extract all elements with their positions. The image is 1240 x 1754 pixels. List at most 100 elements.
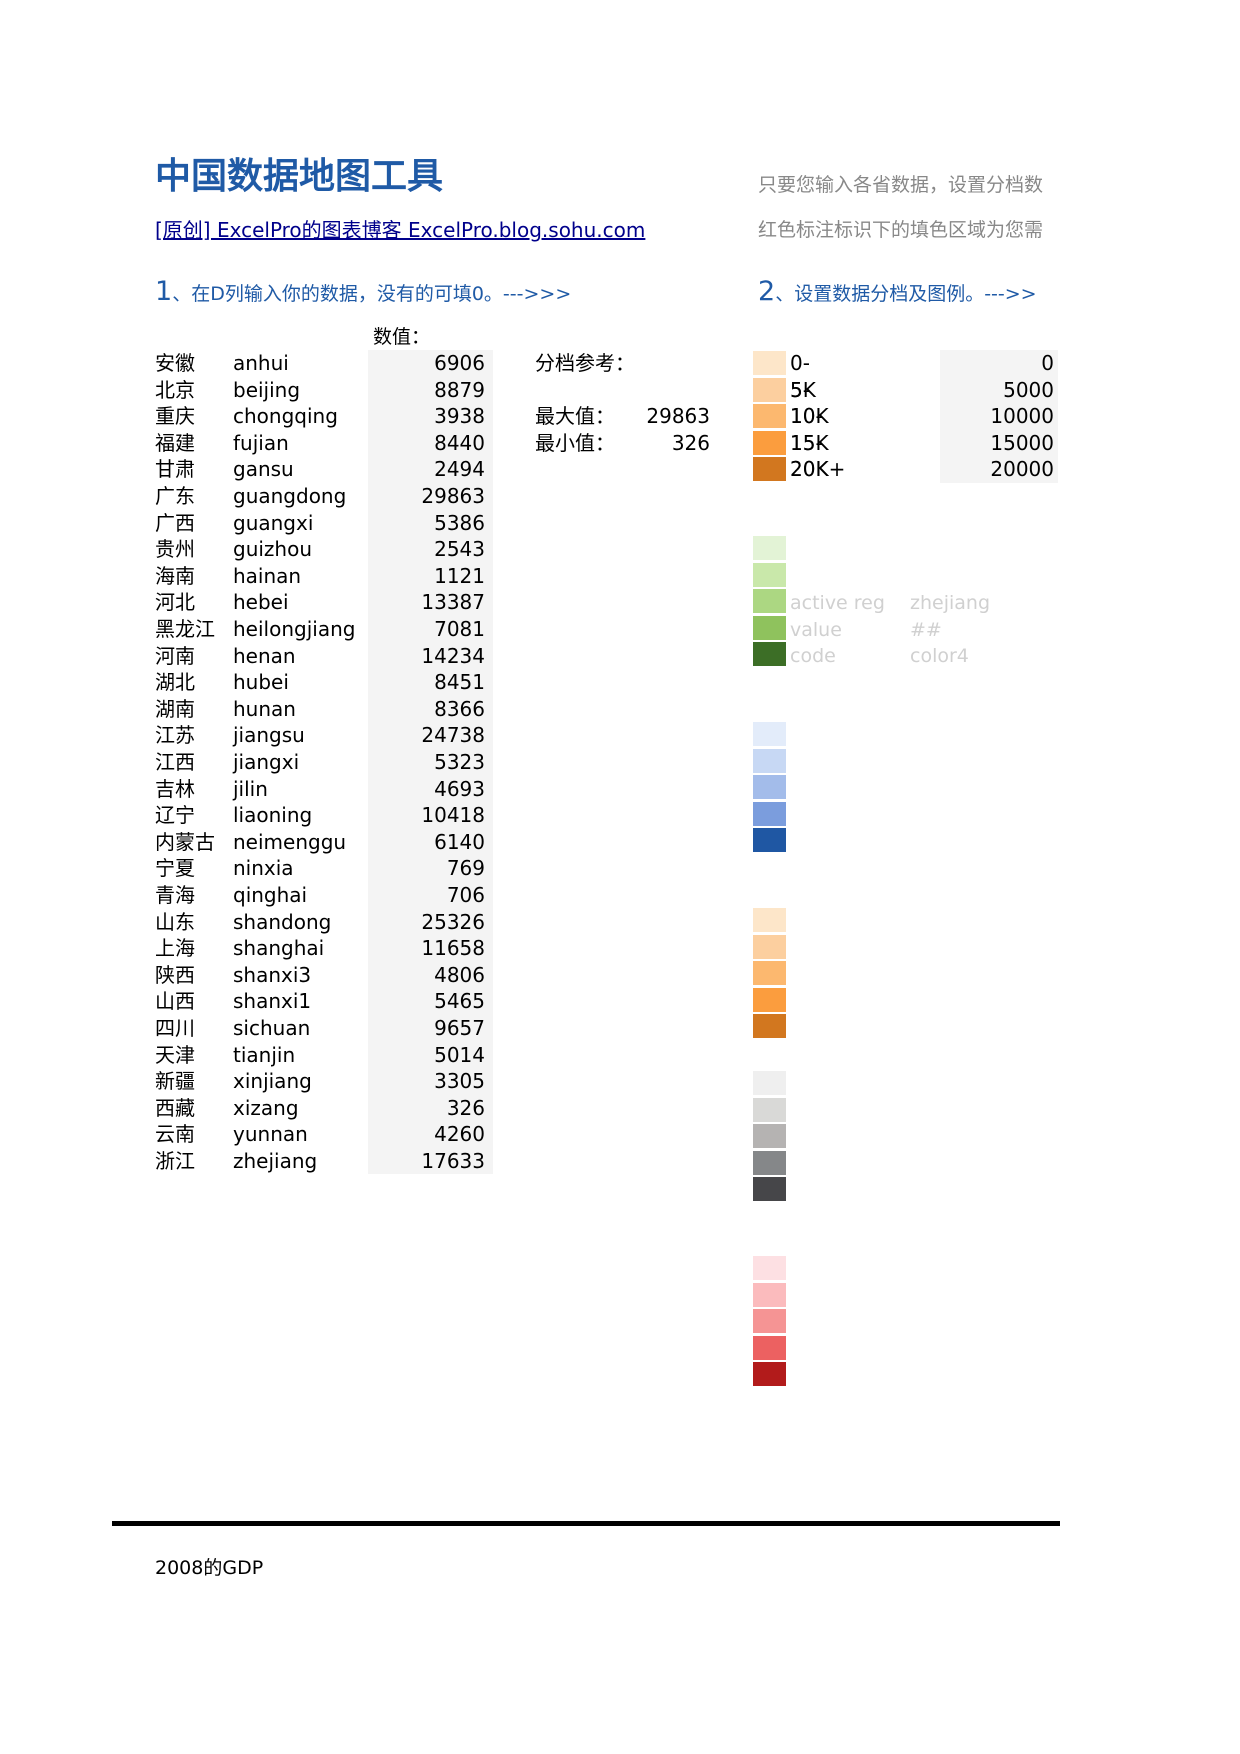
palette-swatch[interactable] (753, 536, 786, 560)
legend-threshold[interactable]: 5000 (1003, 377, 1054, 402)
province-value[interactable]: 6906 (434, 351, 485, 375)
legend-label[interactable]: 15-20K (790, 430, 829, 482)
palette-swatch[interactable] (753, 1150, 786, 1175)
palette-swatch[interactable] (753, 775, 786, 800)
province-value[interactable]: 4693 (434, 776, 485, 801)
palette-swatch[interactable] (753, 748, 786, 773)
province-value[interactable]: 25326 (421, 909, 485, 934)
palette-swatch[interactable] (753, 1335, 786, 1360)
palette-swatch[interactable] (753, 642, 786, 667)
province-name-cn: 北京 (155, 377, 195, 402)
province-name-pinyin: liaoning (233, 803, 313, 828)
province-value[interactable]: 17633 (421, 1149, 485, 1173)
legend-label[interactable]: 20K+ (790, 457, 846, 482)
province-value[interactable]: 2494 (434, 457, 485, 482)
province-value[interactable]: 11658 (421, 936, 485, 961)
province-value[interactable]: 7081 (434, 617, 485, 641)
province-name-cn: 内蒙古 (155, 829, 215, 854)
palette-swatch[interactable] (753, 801, 786, 826)
legend-threshold[interactable]: 10000 (990, 404, 1054, 429)
province-value[interactable]: 5386 (434, 510, 485, 535)
province-value[interactable]: 8451 (434, 670, 485, 695)
reference-label: 分档参考： (535, 351, 635, 375)
province-value[interactable]: 5323 (434, 750, 485, 774)
legend-threshold[interactable]: 20000 (990, 457, 1054, 482)
province-value[interactable]: 2543 (434, 537, 485, 562)
legend-threshold[interactable]: 15000 (990, 430, 1054, 455)
province-value[interactable]: 769 (446, 856, 485, 881)
blog-link[interactable]: [原创] ExcelPro的图表博客 ExcelPro.blog.sohu.co… (155, 218, 646, 242)
palette-swatch[interactable] (753, 1071, 786, 1095)
step1-number: 1 (155, 276, 173, 307)
province-name-pinyin: yunnan (233, 1122, 308, 1147)
province-name-cn: 新疆 (155, 1069, 195, 1094)
province-name-cn: 福建 (155, 430, 195, 455)
legend-swatch (753, 404, 786, 429)
max-label: 最大值： (535, 404, 615, 428)
footer-note: 2008的GDP (155, 1557, 264, 1579)
province-value[interactable]: 3938 (434, 404, 485, 429)
province-value[interactable]: 3305 (434, 1069, 485, 1094)
palette-swatch[interactable] (753, 987, 786, 1012)
province-name-pinyin: guangdong (233, 484, 347, 508)
step1-text: 、在D列输入你的数据，没有的可填0。--->>> (172, 283, 572, 305)
step2-heading: 2、设置数据分档及图例。--->> (758, 277, 1060, 309)
province-value[interactable]: 10418 (421, 803, 485, 828)
palette-swatch[interactable] (753, 562, 786, 587)
province-name-pinyin: ninxia (233, 856, 294, 881)
province-value[interactable]: 5014 (434, 1042, 485, 1067)
province-name-cn: 河南 (155, 643, 195, 668)
province-name-pinyin: fujian (233, 430, 289, 455)
palette-swatch[interactable] (753, 615, 786, 640)
palette-swatch[interactable] (753, 1362, 786, 1387)
palette-swatch[interactable] (753, 908, 786, 932)
active-reg-value: zhejiang (910, 592, 991, 614)
value-value: ## (910, 619, 942, 641)
province-value[interactable]: 4806 (434, 962, 485, 987)
province-name-cn: 云南 (155, 1122, 195, 1147)
legend-threshold[interactable]: 0 (1041, 351, 1054, 375)
legend-label[interactable]: 0-5K (790, 351, 816, 402)
province-value[interactable]: 9657 (434, 1016, 485, 1040)
province-name-pinyin: guizhou (233, 537, 313, 562)
province-value[interactable]: 706 (446, 883, 485, 907)
province-value[interactable]: 8440 (434, 430, 485, 455)
province-name-pinyin: gansu (233, 457, 294, 482)
palette-swatch[interactable] (753, 1097, 786, 1122)
province-name-pinyin: neimenggu (233, 829, 347, 854)
province-name-pinyin: xinjiang (233, 1069, 312, 1094)
province-name-cn: 贵州 (155, 537, 195, 562)
province-name-pinyin: jilin (233, 776, 268, 801)
palette-swatch[interactable] (753, 934, 786, 959)
province-value[interactable]: 6140 (434, 829, 485, 854)
palette-swatch[interactable] (753, 1014, 786, 1039)
palette-swatch[interactable] (753, 1177, 786, 1202)
min-value: 326 (671, 431, 710, 455)
palette-swatch[interactable] (753, 1124, 786, 1149)
legend-label[interactable]: 10-15K (790, 404, 829, 455)
palette-swatch[interactable] (753, 961, 786, 986)
province-value[interactable]: 29863 (421, 484, 485, 508)
province-name-cn: 山西 (155, 989, 195, 1014)
palette-swatch[interactable] (753, 1256, 786, 1280)
threshold-column-background (940, 350, 1058, 483)
province-value[interactable]: 326 (446, 1095, 485, 1120)
palette-swatch[interactable] (753, 1282, 786, 1307)
province-value[interactable]: 5465 (434, 989, 485, 1014)
province-value[interactable]: 8879 (434, 377, 485, 402)
province-value[interactable]: 1121 (434, 563, 485, 588)
province-name-pinyin: shanxi1 (233, 989, 312, 1014)
province-value[interactable]: 24738 (421, 723, 485, 748)
province-value[interactable]: 13387 (421, 590, 485, 615)
palette-swatch[interactable] (753, 589, 786, 614)
province-value[interactable]: 14234 (421, 643, 485, 668)
province-name-cn: 浙江 (155, 1149, 195, 1173)
palette-swatch[interactable] (753, 828, 786, 853)
province-name-pinyin: xizang (233, 1095, 299, 1120)
palette-swatch[interactable] (753, 722, 786, 746)
province-value[interactable]: 8366 (434, 696, 485, 721)
palette-swatch[interactable] (753, 1309, 786, 1334)
legend-label[interactable]: 5-10K (790, 377, 829, 429)
province-value[interactable]: 4260 (434, 1122, 485, 1147)
province-name-pinyin: sichuan (233, 1016, 311, 1040)
